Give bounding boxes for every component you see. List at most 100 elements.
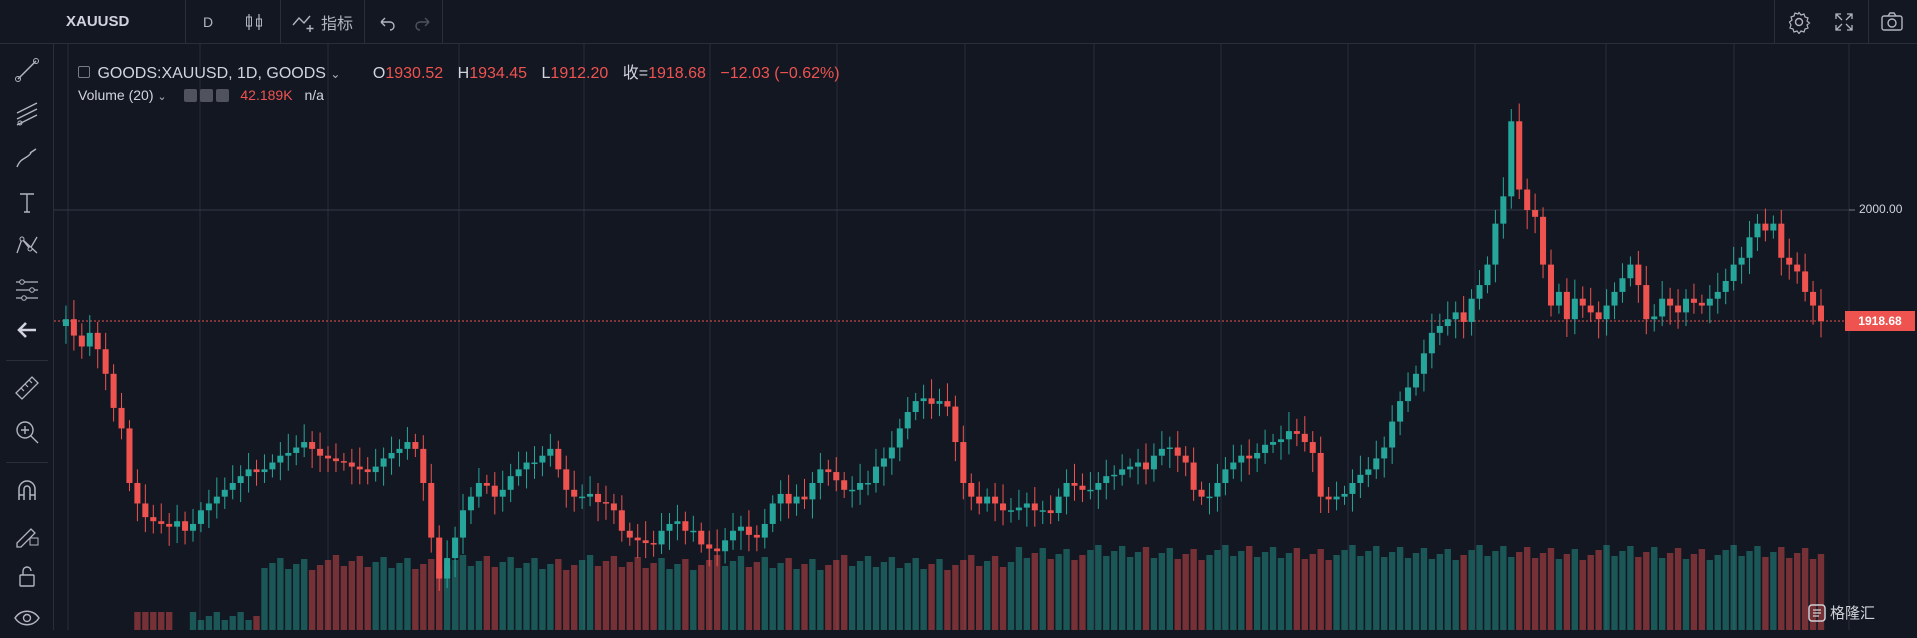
volume-bar [316, 565, 324, 630]
fib-icon[interactable] [0, 94, 54, 134]
candle-body [86, 332, 93, 347]
candle-body [992, 496, 999, 504]
zoom-in-icon[interactable] [0, 412, 54, 452]
candle-body [189, 523, 197, 531]
volume-bar [324, 560, 332, 630]
candle-body [753, 534, 760, 538]
volume-bar [499, 562, 506, 630]
volume-label[interactable]: Volume (20) [78, 87, 154, 103]
volume-bar [1627, 546, 1634, 630]
candle-body [610, 503, 617, 511]
volume-bar [1444, 549, 1451, 630]
chevron-down-icon[interactable]: ⌄ [157, 91, 167, 103]
candle-body [896, 428, 903, 448]
volume-bar [1690, 554, 1698, 630]
settings-icon[interactable] [200, 89, 214, 102]
volume-bar [348, 561, 356, 630]
symbol-search-button[interactable]: XAUUSD [66, 13, 130, 30]
collapse-legend-icon[interactable] [78, 66, 90, 78]
chart-style-icon[interactable] [236, 0, 272, 43]
candle-body [1587, 305, 1594, 313]
prediction-icon[interactable] [0, 268, 54, 308]
redo-icon[interactable] [406, 0, 440, 43]
candle-body [1285, 431, 1292, 440]
volume-bar [1126, 557, 1134, 630]
trend-line-icon[interactable] [0, 50, 54, 90]
volume-bar [1150, 558, 1158, 630]
fullscreen-icon[interactable] [1822, 0, 1866, 43]
volume-bar [491, 567, 498, 630]
indicators-button[interactable]: 指标 [284, 0, 360, 43]
candle-body [579, 496, 586, 499]
legend-title[interactable]: GOODS:XAUUSD, 1D, GOODS [97, 65, 326, 82]
volume-bar [1341, 550, 1348, 630]
candle-body [817, 469, 824, 483]
candle-body [1389, 421, 1396, 448]
eye-icon[interactable] [0, 598, 54, 638]
volume-bar [912, 558, 919, 630]
volume-bar [753, 562, 761, 630]
volume-bar [888, 557, 896, 630]
camera-icon[interactable] [1870, 0, 1914, 43]
candle-body [1238, 455, 1245, 463]
volume-ma-value: n/a [304, 87, 324, 103]
chart-pane[interactable]: GOODS:XAUUSD, 1D, GOODS ⌄ O1930.52 H1934… [54, 44, 1917, 630]
volume-bar [1142, 547, 1150, 630]
candle-body [1468, 298, 1475, 322]
candle-body [277, 455, 284, 463]
volume-bar [713, 555, 721, 630]
candle-body [1095, 482, 1102, 490]
volume-bar [1460, 555, 1467, 630]
candle-body [1579, 298, 1586, 306]
candle-body [626, 530, 633, 538]
candle-body [587, 493, 594, 497]
volume-bar [848, 566, 856, 630]
volume-bar [1269, 547, 1277, 630]
volume-bar [880, 562, 888, 630]
volume-bar [213, 612, 221, 630]
undo-icon[interactable] [370, 0, 404, 43]
open-value: 1930.52 [385, 65, 444, 82]
unlock-icon[interactable] [0, 556, 54, 596]
volume-bar [507, 557, 514, 630]
back-arrow-icon[interactable] [0, 310, 54, 350]
volume-bar [721, 566, 729, 630]
volume-bar [1230, 556, 1237, 630]
interval-button[interactable]: D [202, 13, 214, 30]
volume-bar [1531, 558, 1539, 630]
low-value: 1912.20 [550, 65, 609, 82]
volume-bar [1476, 545, 1483, 630]
volume-bar [1706, 560, 1713, 630]
candle-body [793, 496, 800, 504]
volume-bar [1261, 552, 1269, 630]
candle-body [1063, 482, 1070, 497]
visibility-icon[interactable] [184, 89, 198, 102]
magnet-icon[interactable] [0, 470, 54, 510]
pattern-icon[interactable] [0, 226, 54, 266]
candle-body [1698, 302, 1705, 306]
candle-body [1190, 462, 1197, 490]
brush-icon[interactable] [0, 138, 54, 178]
volume-bar [380, 557, 387, 630]
close-icon[interactable] [216, 89, 230, 102]
volume-bar [682, 559, 689, 630]
price-chart[interactable] [54, 44, 1917, 630]
candle-body [1357, 474, 1364, 483]
volume-bar [1571, 549, 1578, 630]
lock-drawing-icon[interactable] [0, 514, 54, 554]
chevron-down-icon[interactable]: ⌄ [330, 67, 341, 81]
candle-body [1667, 298, 1674, 306]
candle-body [674, 521, 681, 524]
text-icon[interactable] [0, 182, 54, 222]
ruler-icon[interactable] [0, 368, 54, 408]
volume-bar [563, 570, 570, 630]
volume-bar [809, 559, 816, 630]
volume-bar [1365, 551, 1372, 630]
volume-bar [1277, 558, 1285, 630]
settings-gear-icon[interactable] [1777, 0, 1821, 43]
candle-body [968, 482, 975, 497]
candle-body [547, 448, 554, 456]
candle-body [571, 489, 578, 497]
volume-bar [825, 565, 832, 630]
candle-body [1254, 452, 1261, 459]
